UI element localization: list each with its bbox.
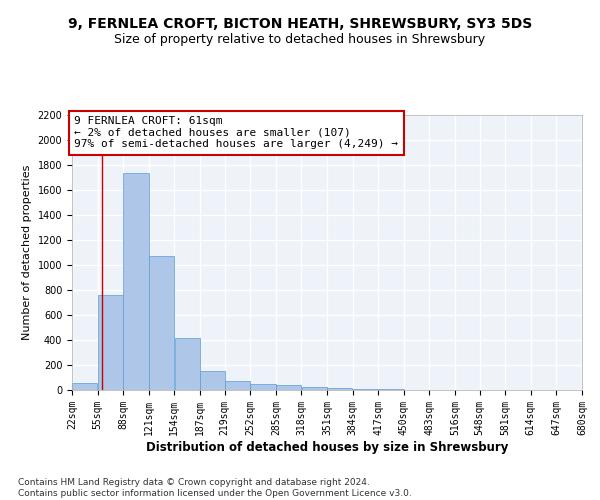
Text: 9 FERNLEA CROFT: 61sqm
← 2% of detached houses are smaller (107)
97% of semi-det: 9 FERNLEA CROFT: 61sqm ← 2% of detached … xyxy=(74,116,398,150)
Bar xyxy=(225,380,250,390)
Text: Size of property relative to detached houses in Shrewsbury: Size of property relative to detached ho… xyxy=(115,32,485,46)
Bar xyxy=(353,389,378,390)
Bar xyxy=(124,172,149,390)
Bar xyxy=(175,338,200,390)
X-axis label: Distribution of detached houses by size in Shrewsbury: Distribution of detached houses by size … xyxy=(146,440,508,454)
Text: 9, FERNLEA CROFT, BICTON HEATH, SHREWSBURY, SY3 5DS: 9, FERNLEA CROFT, BICTON HEATH, SHREWSBU… xyxy=(68,18,532,32)
Bar xyxy=(327,388,352,390)
Bar xyxy=(302,387,327,390)
Bar xyxy=(250,384,275,390)
Bar xyxy=(98,295,123,390)
Text: Contains HM Land Registry data © Crown copyright and database right 2024.
Contai: Contains HM Land Registry data © Crown c… xyxy=(18,478,412,498)
Bar xyxy=(72,383,97,390)
Bar xyxy=(276,385,301,390)
Bar xyxy=(200,370,225,390)
Bar xyxy=(149,256,174,390)
Bar xyxy=(379,389,404,390)
Y-axis label: Number of detached properties: Number of detached properties xyxy=(22,165,32,340)
